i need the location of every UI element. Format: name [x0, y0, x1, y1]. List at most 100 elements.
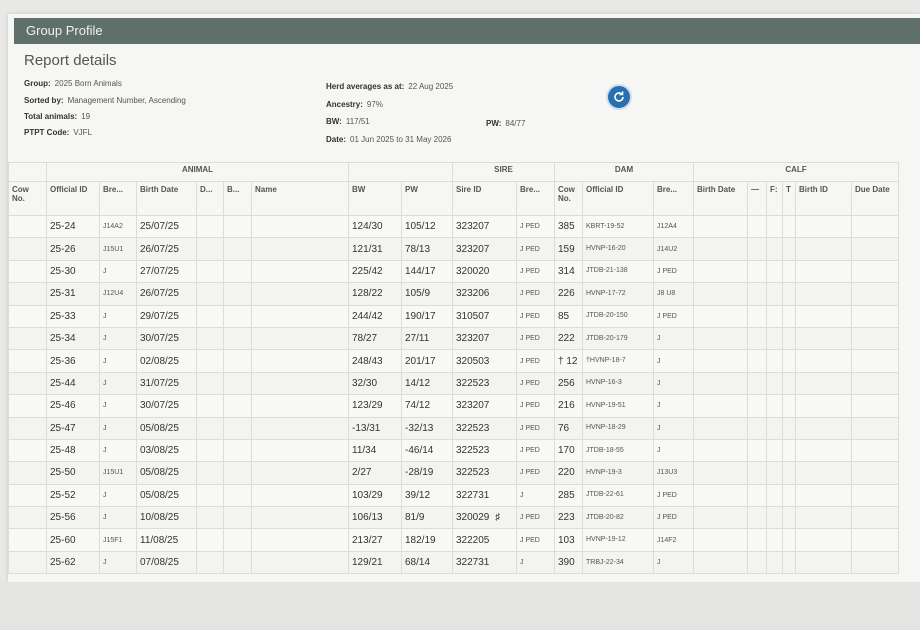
col-d[interactable]: D...	[196, 181, 224, 216]
col-birth-date[interactable]: Birth Date	[136, 181, 197, 216]
cell-calf-t	[782, 506, 796, 530]
cell-calf-birth-date	[693, 461, 748, 485]
cell-calf-birth-date	[693, 349, 748, 373]
sire-id-value: 323206	[456, 288, 490, 300]
cell-calf-t	[782, 438, 796, 463]
cell-d	[196, 483, 224, 508]
cell-calf-birth-id	[795, 506, 852, 530]
cell-sire-breed: J PED	[516, 304, 555, 328]
table-row[interactable]: 25-24 J14A2 25/07/25 124/30 105/12 323207 J PE…	[8, 214, 899, 239]
cell-pw: 39/12	[401, 483, 453, 508]
cell-sire-id: 323207	[452, 394, 517, 418]
cell-calf-dash	[747, 304, 767, 328]
table-row[interactable]: 25-26 J15U1 26/07/25 121/31 78/13 323207 J PED…	[8, 237, 899, 261]
cell-official-id: 25-24	[46, 214, 100, 239]
col-calf-due-date[interactable]: Due Date	[851, 181, 899, 216]
cell-calf-dash	[747, 416, 767, 440]
cell-b	[223, 237, 252, 261]
cell-dam-breed: J12A4	[653, 214, 694, 239]
cell-calf-f	[766, 461, 783, 485]
col-calf-birth-date[interactable]: Birth Date	[693, 181, 748, 216]
cell-dam-cow-no: 85	[554, 304, 583, 328]
col-calf-t[interactable]: T	[782, 181, 796, 216]
cell-breed: J	[99, 259, 137, 284]
cell-breed: J	[99, 304, 137, 328]
col-breed[interactable]: Bre...	[99, 181, 137, 216]
col-pw[interactable]: PW	[401, 181, 453, 216]
cell-name	[251, 550, 349, 575]
col-calf-dash[interactable]: —	[747, 181, 767, 216]
col-official-id[interactable]: Official ID	[46, 181, 100, 216]
table-row[interactable]: 25-31 J12U4 26/07/25 128/22 105/9 323206 J PED…	[8, 282, 899, 306]
cell-sire-breed: J PED	[516, 259, 555, 284]
cell-calf-f	[766, 371, 783, 396]
group-empty-2	[348, 162, 453, 182]
cell-dam-breed: J PED	[653, 259, 694, 284]
table-row[interactable]: 25-62 J 07/08/25 129/21 68/14 322731 J 390 TRBJ-…	[8, 550, 899, 575]
col-calf-f[interactable]: F:	[766, 181, 783, 216]
cell-calf-birth-date	[693, 416, 748, 440]
cell-bw: 124/30	[348, 214, 402, 239]
table-row[interactable]: 25-48 J 03/08/25 11/34 -46/14 322523 J PED 170 J…	[8, 438, 899, 463]
cell-dam-official-id: †HVNP-18-7	[582, 349, 654, 373]
col-name[interactable]: Name	[251, 181, 349, 216]
table-row[interactable]: 25-46 J 30/07/25 123/29 74/12 323207 J PED 216 H…	[8, 394, 899, 418]
cell-calf-birth-date	[693, 394, 748, 418]
table-row[interactable]: 25-50 J15U1 05/08/25 2/27 -28/19 322523 J PED 2…	[8, 461, 899, 485]
cell-pw: 190/17	[401, 304, 453, 328]
cell-calf-birth-id	[795, 438, 852, 463]
cell-sire-id: 322523	[452, 461, 517, 485]
cell-name	[251, 304, 349, 328]
cell-calf-due-date	[851, 483, 899, 508]
table-row[interactable]: 25-33 J 29/07/25 244/42 190/17 310507 J PED 85 J…	[8, 304, 899, 328]
cell-cow-no	[8, 326, 47, 351]
cell-pw: 105/12	[401, 214, 453, 239]
cell-birth-date: 05/08/25	[136, 416, 197, 440]
table-row[interactable]: 25-56 J 10/08/25 106/13 81/9 320029 ♯ J PED 223 J…	[8, 506, 899, 530]
cell-breed: J12U4	[99, 282, 137, 306]
col-calf-birth-id[interactable]: Birth ID	[795, 181, 852, 216]
cell-dam-official-id: JTDB-18-55	[582, 438, 654, 463]
table-row[interactable]: 25-60 J15F1 11/08/25 213/27 182/19 322205 J PE…	[8, 528, 899, 552]
cell-calf-birth-date	[693, 371, 748, 396]
col-cow-no[interactable]: Cow No.	[8, 181, 47, 216]
cell-official-id: 25-62	[46, 550, 100, 575]
col-sire-id[interactable]: Sire ID	[452, 181, 517, 216]
cell-name	[251, 416, 349, 440]
cell-sire-id: 322205	[452, 528, 517, 552]
cell-birth-date: 29/07/25	[136, 304, 197, 328]
cell-bw: 225/42	[348, 259, 402, 284]
cell-name	[251, 349, 349, 373]
cell-dam-breed: J	[653, 416, 694, 440]
table-row[interactable]: 25-44 J 31/07/25 32/30 14/12 322523 J PED 256 HV…	[8, 371, 899, 396]
table-row[interactable]: 25-52 J 05/08/25 103/29 39/12 322731 J 285 JTDB-…	[8, 483, 899, 508]
table-row[interactable]: 25-30 J 27/07/25 225/42 144/17 320020 J PED 314…	[8, 259, 899, 284]
cell-sire-breed: J PED	[516, 214, 555, 239]
cell-calf-birth-id	[795, 237, 852, 261]
cell-b	[223, 416, 252, 440]
col-sire-breed[interactable]: Bre...	[516, 181, 555, 216]
cell-birth-date: 31/07/25	[136, 371, 197, 396]
cell-dam-cow-no: 314	[554, 259, 583, 284]
refresh-icon[interactable]	[606, 84, 632, 110]
col-dam-breed[interactable]: Bre...	[653, 181, 694, 216]
cell-calf-due-date	[851, 282, 899, 306]
cell-b	[223, 349, 252, 373]
table-row[interactable]: 25-47 J 05/08/25 -13/31 -32/13 322523 J PED 76 H…	[8, 416, 899, 440]
cell-dam-official-id: HVNP-17-72	[582, 282, 654, 306]
col-bw[interactable]: BW	[348, 181, 402, 216]
cell-dam-official-id: KBRT-19-52	[582, 214, 654, 239]
col-dam-official-id[interactable]: Official ID	[582, 181, 654, 216]
table-row[interactable]: 25-34 J 30/07/25 78/27 27/11 323207 J PED 222 JT…	[8, 326, 899, 351]
col-b[interactable]: B...	[223, 181, 252, 216]
cell-name	[251, 326, 349, 351]
col-dam-cow-no[interactable]: Cow No.	[554, 181, 583, 216]
table-row[interactable]: 25-36 J 02/08/25 248/43 201/17 320503 J PED † 1…	[8, 349, 899, 373]
cell-sire-breed: J PED	[516, 326, 555, 351]
cell-dam-official-id: JTDB-20-82	[582, 506, 654, 530]
cell-bw: 128/22	[348, 282, 402, 306]
cell-birth-date: 03/08/25	[136, 438, 197, 463]
ancestry-line: Ancestry: 97%	[326, 100, 383, 109]
cell-dam-breed: J PED	[653, 304, 694, 328]
cell-pw: 68/14	[401, 550, 453, 575]
